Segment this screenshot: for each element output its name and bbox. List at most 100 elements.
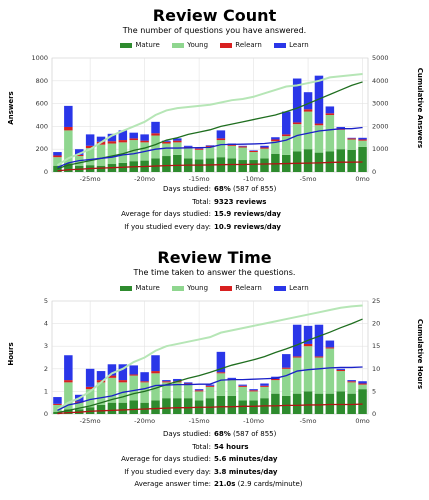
bar-mature xyxy=(303,391,313,414)
x-tick-label: -20mo xyxy=(134,175,155,183)
bar-relearn xyxy=(64,126,73,131)
review-time-subtitle: The time taken to answer the questions. xyxy=(133,268,296,277)
y2-tick-label: 5 xyxy=(372,387,376,395)
bar-mature xyxy=(271,153,280,172)
bar-relearn xyxy=(53,155,62,158)
bar-mature xyxy=(151,400,160,414)
bar-relearn xyxy=(205,145,215,147)
cumulative-line-relearn xyxy=(57,403,363,415)
stat-label: Average for days studied: xyxy=(121,455,211,463)
bar-mature xyxy=(162,156,171,172)
stat-value: 15.9 reviews/day xyxy=(214,208,414,221)
review-count-stats: Days studied: 68% (587 of 855) Total: 9323 … xyxy=(0,183,429,233)
review-time-stats: Days studied: 68% (587 of 855) Total: 54 ho… xyxy=(0,428,429,491)
stat-label: Days studied: xyxy=(162,185,211,193)
y-tick-label: 3 xyxy=(44,342,48,350)
bar-young xyxy=(292,124,302,152)
bar-mature xyxy=(227,158,237,172)
legend-mature: Mature xyxy=(120,284,160,292)
bar-young xyxy=(129,375,138,401)
bar-learn xyxy=(85,368,95,387)
bar-learn xyxy=(85,134,95,146)
bar-relearn xyxy=(216,138,226,141)
y-tick-label: 5 xyxy=(44,297,48,305)
bar-relearn xyxy=(173,140,182,143)
bar-learn xyxy=(183,382,193,384)
bar-mature xyxy=(271,393,280,414)
legend-learn: Learn xyxy=(274,41,309,49)
bar-mature xyxy=(358,146,367,172)
bar-relearn xyxy=(238,385,247,387)
bar-young xyxy=(64,382,73,410)
bar-learn xyxy=(64,355,73,381)
bar-relearn xyxy=(303,109,313,112)
y-tick-label: 4 xyxy=(44,320,48,328)
legend-young: Young xyxy=(172,41,208,49)
stat-row: Average for days studied: 15.9 reviews/da… xyxy=(0,208,429,221)
bar-learn xyxy=(271,137,280,140)
bar-relearn xyxy=(129,138,138,141)
bar-relearn xyxy=(107,141,117,144)
legend-label: Mature xyxy=(135,41,160,49)
bar-mature xyxy=(107,402,117,414)
bar-young xyxy=(325,348,335,394)
bar-mature xyxy=(292,393,302,414)
bar-relearn xyxy=(292,356,302,358)
bar-mature xyxy=(140,402,149,414)
bar-mature xyxy=(85,407,95,414)
y2-tick-label: 20 xyxy=(372,320,380,328)
legend-swatch xyxy=(172,285,185,291)
bar-learn xyxy=(118,130,128,141)
stat-label: Average for days studied: xyxy=(121,210,211,218)
bar-relearn xyxy=(205,385,215,387)
bar-relearn xyxy=(74,154,84,157)
bar-mature xyxy=(325,151,335,172)
legend-label: Learn xyxy=(289,41,309,49)
legend-label: Young xyxy=(187,284,209,292)
bar-mature xyxy=(325,393,335,414)
bar-mature xyxy=(53,411,62,414)
legend-learn: Learn xyxy=(274,284,309,292)
legend-relearn: Relearn xyxy=(220,41,262,49)
y2-tick-label: 2000 xyxy=(372,122,389,130)
y-tick-label: 400 xyxy=(36,122,48,130)
y-tick-label: 600 xyxy=(36,100,48,108)
stat-value-strong: 21.0s xyxy=(214,480,236,488)
stat-value-strong: 68% xyxy=(214,185,231,193)
y-tick-label: 800 xyxy=(36,77,48,85)
y2-tick-label: 0 xyxy=(372,410,376,418)
bar-learn xyxy=(140,134,149,141)
bar-relearn xyxy=(194,390,204,392)
legend-label: Relearn xyxy=(235,41,262,49)
bar-relearn xyxy=(107,375,117,378)
x-tick-label: -25mo xyxy=(80,417,101,425)
bar-young xyxy=(96,144,106,166)
bar-mature xyxy=(118,402,128,414)
bar-relearn xyxy=(216,372,226,374)
bar-learn xyxy=(249,389,258,391)
x-tick-label: -15mo xyxy=(189,175,210,183)
bar-young xyxy=(64,130,73,164)
legend-swatch xyxy=(274,42,287,48)
bar-relearn xyxy=(249,390,258,392)
bar-young xyxy=(347,139,356,150)
legend-swatch xyxy=(120,285,133,291)
bar-learn xyxy=(292,324,302,357)
bar-learn xyxy=(173,138,182,141)
bar-mature xyxy=(64,409,73,414)
x-tick-label: -15mo xyxy=(189,417,210,425)
stat-value: 9323 reviews xyxy=(214,196,414,209)
stat-label: If you studied every day: xyxy=(124,222,211,231)
bar-learn xyxy=(53,397,62,404)
bar-learn xyxy=(238,384,247,386)
stat-value: 68% (587 of 855) xyxy=(214,428,414,441)
y-tick-label: 1 xyxy=(44,387,48,395)
stat-value: 21.0s (2.9 cards/minute) xyxy=(214,478,414,491)
bar-relearn xyxy=(151,371,160,374)
legend-swatch xyxy=(274,285,287,291)
bar-young xyxy=(173,382,182,399)
bar-relearn xyxy=(151,133,160,136)
bar-mature xyxy=(292,151,302,172)
bar-relearn xyxy=(140,381,149,383)
cumulative-line-mature xyxy=(57,318,363,414)
